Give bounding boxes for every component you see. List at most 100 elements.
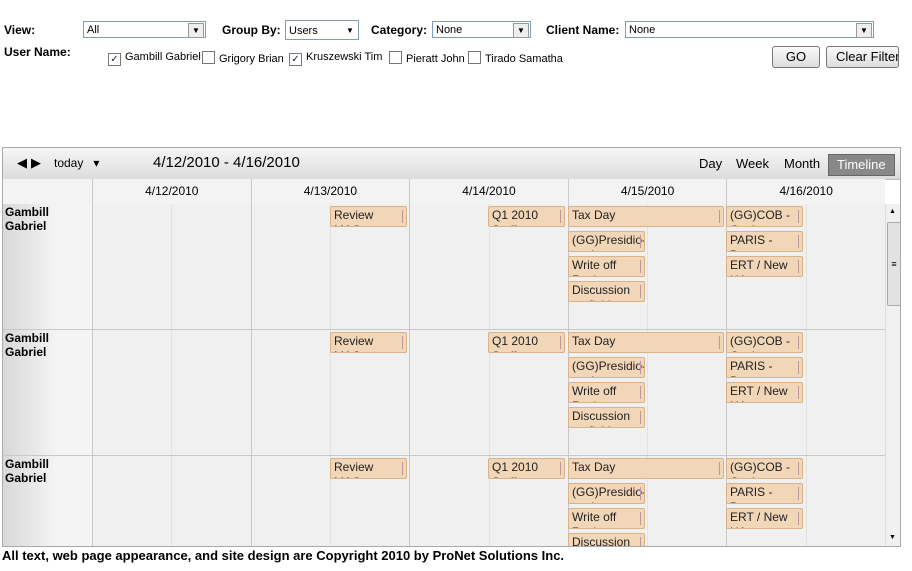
event[interactable]: ERT / New HA Process	[726, 256, 803, 277]
date-header: 4/12/2010 4/13/2010 4/14/2010 4/15/2010 4/16…	[3, 179, 885, 205]
group-by-select[interactable]: Users ▼	[285, 20, 359, 40]
view-select[interactable]: All ▼	[83, 21, 206, 38]
select-value: Users	[289, 25, 318, 37]
date-column-header: 4/13/2010	[250, 179, 410, 204]
checkbox-box[interactable]: ✓	[289, 53, 302, 66]
checkbox-box[interactable]	[202, 51, 215, 64]
column-divider	[488, 204, 490, 329]
event[interactable]: ERT / New HA Process	[726, 508, 803, 529]
event[interactable]: (GG)Presidio-onsite - dual	[568, 483, 645, 504]
event[interactable]: ERT / New HA Process	[726, 382, 803, 403]
footer: All text, web page appearance, and site …	[2, 548, 565, 563]
view-button[interactable]: Timeline	[828, 154, 895, 176]
view-label: View:	[4, 23, 36, 37]
user-row: Gambill Gabriel Review MAC Scopes for Q1 2…	[3, 204, 885, 330]
event[interactable]: (GG)Presidio-onsite - dual	[568, 357, 645, 378]
view-button[interactable]: Day	[699, 156, 723, 171]
client-name-select[interactable]: None ▼	[625, 21, 874, 38]
next-button[interactable]: ▶	[31, 155, 41, 170]
prev-button[interactable]: ◀	[17, 155, 27, 170]
checkbox-box[interactable]	[389, 51, 402, 64]
category-label: Category:	[371, 23, 428, 37]
calendar: ◀ ▶ today ▾ 4/12/2010 - 4/16/2010 Day Wee…	[2, 147, 901, 547]
user-checkbox[interactable]: Pieratt John	[389, 51, 465, 65]
user-name: Gambill Gabriel	[3, 204, 92, 329]
event[interactable]: Discussion on fields for	[568, 407, 645, 428]
event[interactable]: Review MAC Scopes for	[330, 332, 407, 353]
checkbox-label: Tirado Samatha	[485, 53, 563, 65]
client-name-label: Client Name:	[546, 23, 620, 37]
user-checkbox[interactable]: Grigory Brian	[202, 51, 284, 65]
scrollbar[interactable]: ▲ ≡ ▼	[885, 204, 900, 546]
column-divider	[329, 204, 331, 329]
event[interactable]: Q1 2010 Staff Meeting	[488, 458, 565, 479]
column-divider	[92, 330, 93, 455]
user-name: Gambill Gabriel	[3, 456, 92, 546]
column-divider	[92, 456, 93, 546]
date-column-header: 4/15/2010	[567, 179, 727, 204]
select-value: All	[87, 24, 100, 36]
checkbox-box[interactable]: ✓	[108, 53, 121, 66]
event[interactable]: PARIS - Brett Holmes	[726, 483, 803, 504]
today-button[interactable]: today ▾	[54, 156, 100, 170]
event[interactable]: Discussion on fields for	[568, 281, 645, 302]
timeline-body: Gambill Gabriel Review MAC Scopes for Q1 2…	[3, 204, 885, 546]
event[interactable]: (GG)COB - Onsite	[726, 458, 803, 479]
column-divider	[647, 456, 649, 546]
column-divider	[488, 456, 490, 546]
view-button[interactable]: Month	[784, 156, 821, 171]
column-divider	[409, 204, 411, 329]
today-text: today	[54, 156, 84, 170]
event[interactable]: Discussion on fields for	[568, 533, 645, 546]
user-row: Gambill Gabriel Review MAC Scopes for Q1 2…	[3, 456, 885, 546]
user-name: Gambill Gabriel	[3, 330, 92, 455]
date-column-header: 4/16/2010	[726, 179, 885, 204]
checkbox-box[interactable]	[468, 51, 481, 64]
group-by-label: Group By:	[222, 23, 281, 37]
column-divider	[805, 330, 807, 455]
column-divider	[92, 204, 93, 329]
column-divider	[329, 456, 331, 546]
event[interactable]: Write off Review	[568, 382, 645, 403]
user-checkbox[interactable]: Tirado Samatha	[468, 51, 563, 65]
user-checkbox[interactable]: ✓ Gambill Gabriel	[108, 51, 201, 66]
event[interactable]: (GG)Presidio-onsite - dual	[568, 231, 645, 252]
column-divider	[250, 330, 252, 455]
date-column-header: 4/12/2010	[92, 179, 251, 204]
user-name-label: User Name:	[4, 45, 71, 59]
event[interactable]: Tax Day	[568, 206, 724, 227]
clear-filter-button[interactable]: Clear Filter	[826, 46, 899, 68]
event[interactable]: Tax Day	[568, 458, 724, 479]
date-range: 4/12/2010 - 4/16/2010	[153, 154, 300, 171]
column-divider	[329, 330, 331, 455]
event[interactable]: Review MAC Scopes for	[330, 206, 407, 227]
checkbox-label: Grigory Brian	[219, 53, 284, 65]
event[interactable]: Q1 2010 Staff Meeting	[488, 332, 565, 353]
event[interactable]: (GG)COB - Onsite	[726, 332, 803, 353]
column-divider	[488, 330, 490, 455]
column-divider	[409, 456, 411, 546]
event[interactable]: Write off Review	[568, 256, 645, 277]
event[interactable]: Write off Review	[568, 508, 645, 529]
checkbox-label: Kruszewski Tim	[306, 51, 383, 63]
user-checkbox[interactable]: ✓ Kruszewski Tim	[289, 51, 382, 66]
category-select[interactable]: None ▼	[432, 21, 531, 38]
event[interactable]: PARIS - Brett Holmes	[726, 357, 803, 378]
view-button[interactable]: Week	[736, 156, 769, 171]
date-column-header: 4/14/2010	[409, 179, 568, 204]
column-divider	[250, 204, 252, 329]
checkbox-label: Pieratt John	[406, 53, 465, 65]
column-divider	[409, 330, 411, 455]
column-divider	[647, 204, 649, 329]
event[interactable]: PARIS - Brett Holmes	[726, 231, 803, 252]
column-divider	[171, 330, 173, 455]
checkbox-label: Gambill Gabriel	[125, 51, 201, 63]
go-button[interactable]: GO	[772, 46, 820, 68]
event[interactable]: Tax Day	[568, 332, 724, 353]
event[interactable]: (GG)COB - Onsite	[726, 206, 803, 227]
select-value: None	[629, 24, 656, 36]
event[interactable]: Review MAC Scopes for	[330, 458, 407, 479]
user-row: Gambill Gabriel Review MAC Scopes for Q1 2…	[3, 330, 885, 456]
column-divider	[805, 204, 807, 329]
event[interactable]: Q1 2010 Staff Meeting	[488, 206, 565, 227]
